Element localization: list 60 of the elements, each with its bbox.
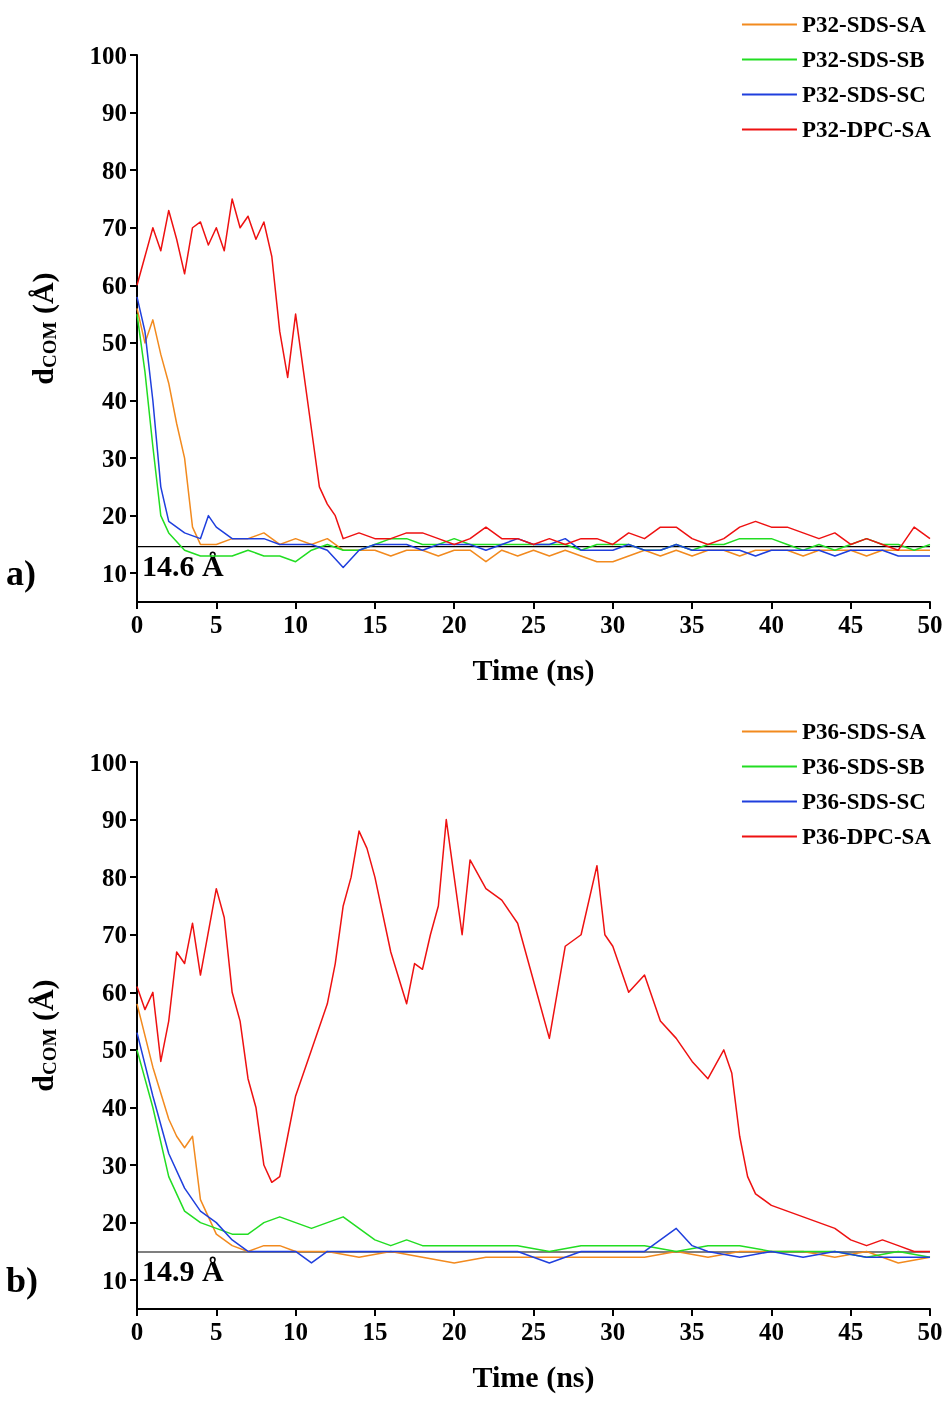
x-tick-label: 10: [283, 1318, 309, 1345]
y-tick-label: 90: [102, 99, 127, 127]
x-tick-label: 15: [362, 1318, 388, 1345]
y-tick-label: 80: [102, 863, 127, 891]
ref-line-label: 14.9 Å: [142, 1254, 224, 1288]
y-tick-label: 20: [102, 1209, 127, 1237]
x-tick-label: 20: [441, 611, 467, 638]
text: b): [6, 1260, 39, 1300]
y-tick-label: 50: [102, 329, 127, 357]
legend-label: P32-SDS-SA: [801, 12, 927, 37]
x-tick-label: 0: [130, 611, 144, 638]
legend-label: P36-SDS-SA: [801, 719, 927, 744]
y-tick-label: 100: [89, 41, 127, 69]
x-tick-label: 45: [838, 611, 864, 638]
line-series: [136, 818, 931, 1253]
y-tick-label: 70: [102, 921, 127, 949]
y-tick-label: 40: [102, 1093, 127, 1121]
text: a): [6, 553, 36, 593]
legend-label: P36-SDS-SB: [801, 754, 925, 779]
x-tick-label: 40: [758, 1318, 784, 1345]
y-tick-label: 40: [102, 386, 127, 414]
y-tick-label: 30: [102, 444, 127, 472]
y-tick-label: 90: [102, 806, 127, 834]
y-tick-label: 80: [102, 156, 127, 184]
y-axis-title: dCOM (Å): [26, 979, 60, 1092]
x-tick-label: 0: [130, 1318, 144, 1345]
ref-line-label: 14.6 Å: [142, 549, 224, 583]
legend-label: P32-SDS-SB: [801, 47, 925, 72]
legend-label: P36-SDS-SC: [801, 789, 926, 814]
line-series: [136, 198, 931, 551]
legend-label: P32-SDS-SC: [801, 82, 926, 107]
y-tick-label: 30: [102, 1151, 127, 1179]
x-axis-title: Time (ns): [472, 1359, 595, 1394]
x-tick-label: 50: [917, 611, 943, 638]
y-tick-label: 100: [89, 748, 127, 776]
x-tick-label: 35: [679, 611, 705, 638]
x-tick-label: 30: [600, 1318, 626, 1345]
y-tick-label: 10: [102, 559, 127, 587]
x-tick-label: 20: [441, 1318, 467, 1345]
x-tick-label: 5: [210, 611, 223, 638]
x-tick-label: 15: [362, 611, 388, 638]
x-tick-label: 50: [917, 1318, 943, 1345]
y-tick-label: 70: [102, 214, 127, 242]
x-tick-label: 35: [679, 1318, 705, 1345]
x-axis-title: Time (ns): [472, 652, 595, 687]
y-tick-label: 60: [102, 978, 127, 1006]
x-tick-label: 30: [600, 611, 626, 638]
legend-label: P36-DPC-SA: [801, 824, 932, 849]
x-tick-label: 10: [283, 611, 309, 638]
y-tick-label: 60: [102, 271, 127, 299]
x-tick-label: 45: [838, 1318, 864, 1345]
y-axis-title: dCOM (Å): [26, 272, 60, 385]
y-tick-label: 20: [102, 502, 127, 530]
x-tick-label: 25: [521, 1318, 546, 1345]
legend-label: P32-DPC-SA: [801, 117, 932, 142]
y-tick-label: 10: [102, 1266, 127, 1294]
x-tick-label: 25: [521, 611, 546, 638]
y-tick-label: 50: [102, 1036, 127, 1064]
x-tick-label: 5: [210, 1318, 223, 1345]
x-tick-label: 40: [758, 611, 784, 638]
